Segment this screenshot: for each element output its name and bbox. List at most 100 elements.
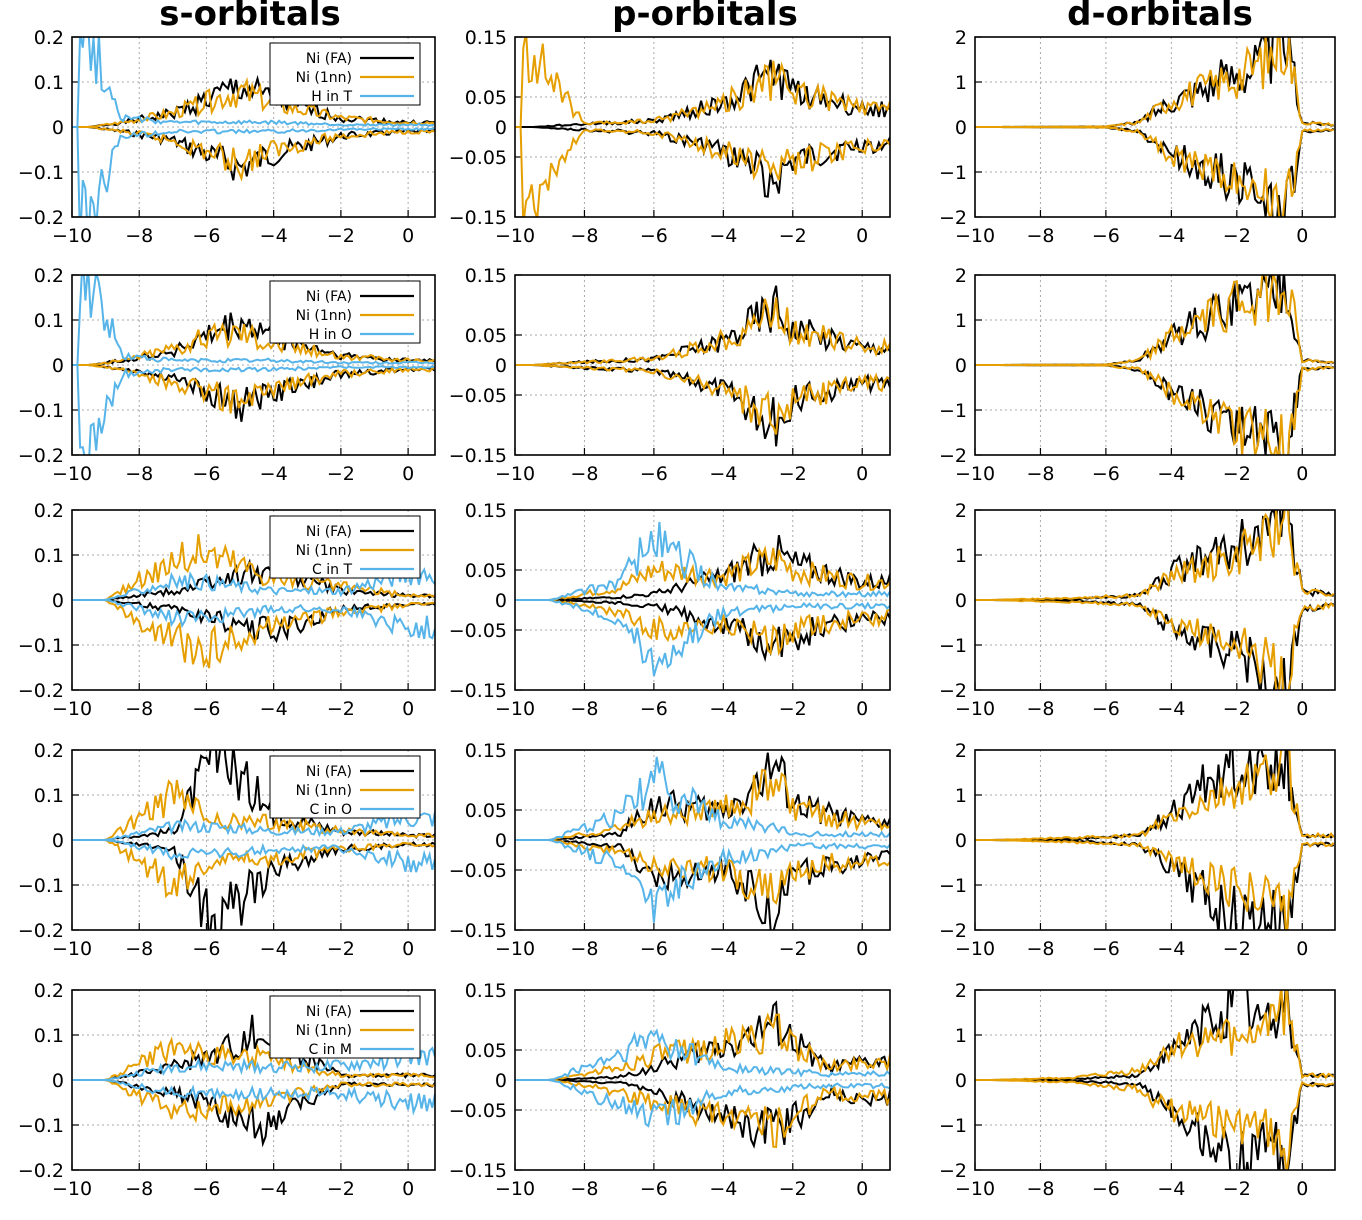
series-line-h-in-t-up xyxy=(72,37,435,128)
x-tick-label: −4 xyxy=(1157,938,1185,960)
series-line-ni-1nn--down xyxy=(515,364,890,435)
y-tick-label: −0.15 xyxy=(449,920,507,942)
x-tick-label: −4 xyxy=(260,698,288,720)
series-line-ni-1nn--up xyxy=(72,779,435,841)
x-tick-label: −10 xyxy=(955,1178,995,1200)
series-line-c-in-t-up xyxy=(72,565,435,601)
panel-r3-c2: −10 −8 −6 −4 −2 0 0.15 0.05 0 −0.05 −0.15 xyxy=(449,500,891,720)
legend-box xyxy=(269,42,421,106)
x-tick-label: −4 xyxy=(260,225,288,247)
series-line-ni-1nn--up xyxy=(72,321,435,366)
x-tick-label: −4 xyxy=(1157,225,1185,247)
panel-r1-c2: −10 −8 −6 −4 −2 0 0.15 0.05 0 −0.05 −0.15 xyxy=(449,27,891,247)
x-tick-label: −6 xyxy=(1092,225,1120,247)
x-tick-label: −10 xyxy=(52,463,92,485)
x-tick-label: −4 xyxy=(709,938,737,960)
x-tick-label: −6 xyxy=(640,698,668,720)
x-tick-label: −10 xyxy=(955,463,995,485)
x-tick-label: −10 xyxy=(495,938,535,960)
y-tick-label: 2 xyxy=(955,740,967,762)
series-line-ni-1nn--down xyxy=(72,126,435,182)
y-tick-label: 0.05 xyxy=(465,800,507,822)
y-tick-label: 0.2 xyxy=(34,980,64,1002)
legend-label: C in T xyxy=(312,562,352,578)
x-tick-label: 0 xyxy=(1296,463,1308,485)
x-tick-label: −6 xyxy=(192,1178,220,1200)
y-tick-label: 0.2 xyxy=(34,27,64,49)
y-tick-label: −0.05 xyxy=(449,1100,507,1122)
x-tick-label: −8 xyxy=(125,698,153,720)
series-line-ni-1nn--up xyxy=(515,1012,890,1081)
series-line-c-in-o-up xyxy=(72,809,435,841)
x-tick-label: −2 xyxy=(1223,698,1251,720)
y-tick-label: −2 xyxy=(939,680,967,702)
series-line-ni-1nn--down xyxy=(975,363,1334,455)
series-line-ni-fa--up xyxy=(515,285,890,366)
x-tick-label: −2 xyxy=(1223,225,1251,247)
x-tick-label: −10 xyxy=(52,225,92,247)
panel-r1-c1: −10 −8 −6 −4 −2 0 0.2 0.1 0 −0.1 −0.2 Ni (FA) Ni (1n… xyxy=(18,27,436,247)
y-tick-label: −0.2 xyxy=(18,920,64,942)
x-tick-label: −8 xyxy=(570,698,598,720)
plot-frame xyxy=(514,274,891,456)
y-tick-label: 0.1 xyxy=(34,1025,64,1047)
legend-label: Ni (FA) xyxy=(306,764,352,780)
y-tick-label: 2 xyxy=(955,500,967,522)
panel-r2-c3: −10 −8 −6 −4 −2 0 2 1 0 −1 −2 xyxy=(939,265,1336,485)
series-line-ni-fa--down xyxy=(515,1079,890,1149)
x-tick-label: −6 xyxy=(1092,463,1120,485)
series-line-ni-1nn--down xyxy=(72,1079,435,1124)
x-tick-label: −8 xyxy=(570,463,598,485)
x-tick-label: −8 xyxy=(570,225,598,247)
series-line-ni-1nn--down xyxy=(72,364,435,414)
y-tick-label: −1 xyxy=(939,162,967,184)
x-tick-label: −10 xyxy=(955,698,995,720)
x-tick-label: 0 xyxy=(856,698,868,720)
y-tick-label: 1 xyxy=(955,1025,967,1047)
series-line-ni-1nn--up xyxy=(72,534,435,601)
y-tick-label: −2 xyxy=(939,207,967,229)
y-tick-label: 1 xyxy=(955,310,967,332)
series-line-c-in-t-down xyxy=(72,599,435,640)
series-line-ni-1nn--down xyxy=(975,1079,1334,1170)
y-tick-label: −0.1 xyxy=(18,400,64,422)
y-tick-label: 0.2 xyxy=(34,740,64,762)
x-tick-label: −8 xyxy=(570,1178,598,1200)
y-tick-label: −0.1 xyxy=(18,635,64,657)
y-tick-label: −0.05 xyxy=(449,147,507,169)
legend-label: Ni (FA) xyxy=(306,1004,352,1020)
series-line-ni-1nn--up xyxy=(515,37,890,128)
series-line-ni-fa--down xyxy=(975,1079,1335,1170)
y-tick-label: −0.2 xyxy=(18,445,64,467)
legend-box xyxy=(269,755,421,819)
series-line-ni-fa--down xyxy=(515,839,890,930)
y-tick-label: −2 xyxy=(939,1160,967,1182)
x-tick-label: −2 xyxy=(327,698,355,720)
x-tick-label: −4 xyxy=(1157,1178,1185,1200)
x-tick-label: −4 xyxy=(1157,463,1185,485)
legend-label: C in O xyxy=(310,802,352,818)
legend-label: H in O xyxy=(309,327,352,343)
x-tick-label: 0 xyxy=(856,463,868,485)
y-tick-label: 0.2 xyxy=(34,265,64,287)
y-tick-label: 0 xyxy=(52,830,64,852)
series-line-ni-1nn--down xyxy=(515,1079,890,1148)
x-tick-label: −10 xyxy=(495,1178,535,1200)
legend-label: Ni (1nn) xyxy=(296,543,352,559)
plot-frame xyxy=(974,749,1336,931)
legend-label: Ni (1nn) xyxy=(296,1023,352,1039)
x-tick-label: 0 xyxy=(856,1178,868,1200)
x-tick-label: −2 xyxy=(1223,463,1251,485)
series-line-ni-fa--up xyxy=(975,37,1334,129)
x-tick-label: −8 xyxy=(1026,698,1054,720)
y-tick-label: 0 xyxy=(955,1070,967,1092)
y-tick-label: 1 xyxy=(955,785,967,807)
series-line-c-in-t-down xyxy=(515,599,890,677)
column-title-d: d-orbitals xyxy=(1067,0,1253,34)
y-tick-label: −0.05 xyxy=(449,620,507,642)
plot-frame xyxy=(974,989,1336,1171)
x-tick-label: −6 xyxy=(640,463,668,485)
x-tick-label: −8 xyxy=(1026,463,1054,485)
y-tick-label: 0 xyxy=(495,830,507,852)
y-tick-label: −0.15 xyxy=(449,680,507,702)
